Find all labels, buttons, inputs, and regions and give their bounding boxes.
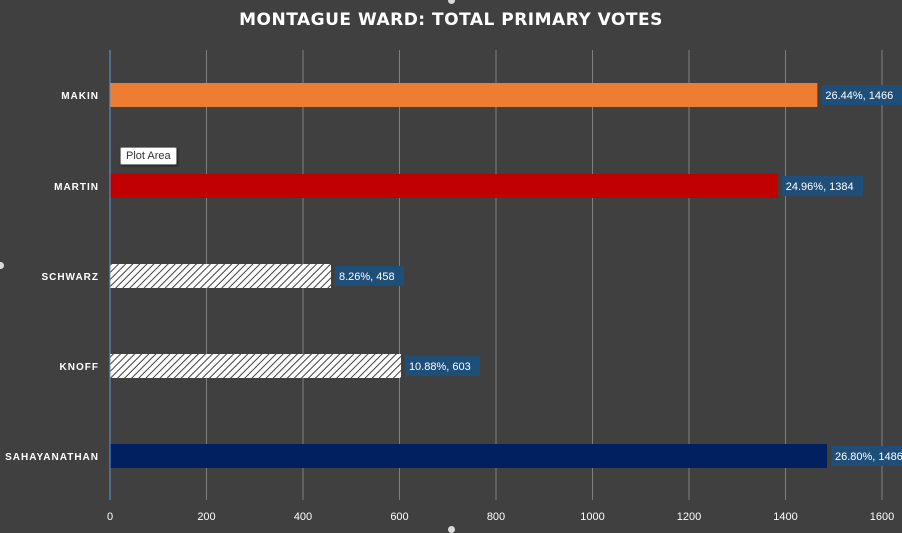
data-label: 24.96%, 1384 bbox=[786, 181, 854, 193]
x-tick-label: 0 bbox=[107, 511, 113, 523]
resize-handle-left[interactable] bbox=[0, 262, 4, 269]
category-label: SAHAYANATHAN bbox=[5, 452, 99, 463]
x-tick-label: 600 bbox=[390, 511, 408, 523]
x-tick-label: 1000 bbox=[580, 511, 604, 523]
x-tick-label: 400 bbox=[294, 511, 312, 523]
data-label-box bbox=[821, 85, 902, 105]
x-tick-label: 800 bbox=[487, 511, 505, 523]
plot-area-tooltip: Plot Area bbox=[120, 147, 177, 165]
data-label: 26.44%, 1466 bbox=[825, 90, 893, 102]
data-label-box bbox=[830, 446, 902, 466]
x-tick-label: 1200 bbox=[677, 511, 701, 523]
bar-sahayanathan[interactable] bbox=[110, 444, 827, 468]
data-label: 26.80%, 1486 bbox=[835, 451, 902, 463]
data-label: 8.26%, 458 bbox=[339, 271, 395, 283]
x-tick-label: 200 bbox=[197, 511, 215, 523]
data-label-box bbox=[781, 176, 863, 196]
data-label-box bbox=[334, 266, 404, 286]
bar-knoff[interactable] bbox=[110, 354, 401, 378]
category-label: MAKIN bbox=[61, 91, 99, 102]
data-label: 10.88%, 603 bbox=[409, 361, 471, 373]
x-tick-label: 1400 bbox=[773, 511, 797, 523]
category-label: SCHWARZ bbox=[41, 272, 99, 283]
bar-martin[interactable] bbox=[110, 174, 778, 198]
resize-handle-top[interactable] bbox=[448, 0, 455, 4]
bar-schwarz[interactable] bbox=[110, 264, 331, 288]
x-tick-label: 1600 bbox=[870, 511, 894, 523]
chart-title: MONTAGUE WARD: TOTAL PRIMARY VOTES bbox=[239, 10, 663, 30]
category-label: KNOFF bbox=[60, 362, 99, 373]
data-label-box bbox=[404, 356, 481, 376]
category-label: MARTIN bbox=[54, 182, 99, 193]
bar-makin[interactable] bbox=[110, 83, 818, 107]
